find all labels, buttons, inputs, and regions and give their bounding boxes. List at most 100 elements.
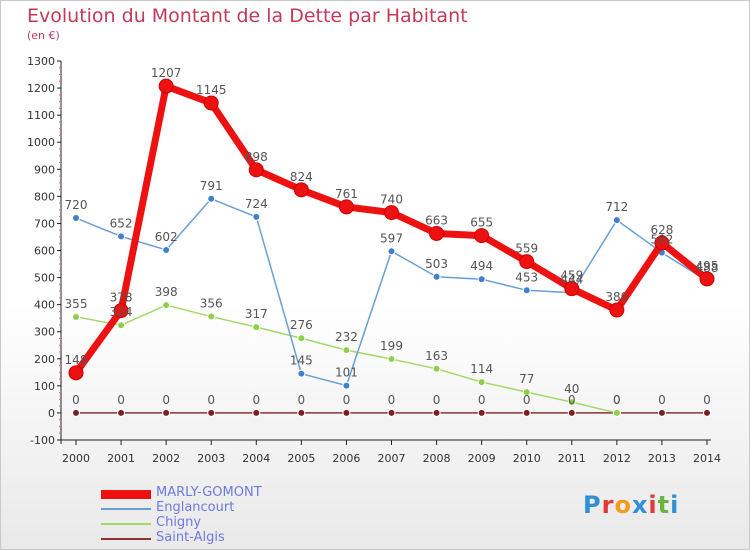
- data-label-englancourt: 791: [200, 179, 223, 193]
- legend-label: Englancourt: [156, 500, 235, 515]
- data-label-marly-gomont: 824: [290, 170, 313, 184]
- data-point-marly-gomont: [429, 225, 445, 241]
- data-label-englancourt: 101: [335, 366, 358, 380]
- x-tick-label: 2005: [287, 452, 315, 465]
- y-tick-label: 0: [48, 407, 55, 420]
- data-label-englancourt: 145: [290, 354, 313, 368]
- data-point-marly-gomont: [474, 228, 490, 244]
- data-point-saint-algis: [72, 408, 80, 417]
- data-point-marly-gomont: [293, 182, 309, 198]
- x-tick-label: 2000: [62, 452, 90, 465]
- data-point-saint-algis: [117, 408, 126, 417]
- data-point-chigny: [252, 323, 261, 332]
- data-label-englancourt: 597: [380, 231, 403, 245]
- legend-swatch: [101, 538, 151, 540]
- data-point-chigny: [207, 312, 216, 321]
- data-point-saint-algis: [567, 408, 576, 417]
- data-label-chigny: 355: [65, 297, 88, 311]
- x-tick-label: 2001: [107, 452, 135, 465]
- data-label-englancourt: 488: [696, 261, 719, 275]
- data-label-chigny: 398: [155, 285, 178, 299]
- logo-letter: o: [614, 491, 632, 519]
- y-tick-label: 1000: [27, 136, 55, 149]
- data-label-saint-algis: 0: [523, 393, 531, 407]
- x-tick-label: 2009: [468, 452, 496, 465]
- data-point-chigny: [72, 312, 80, 321]
- data-label-saint-algis: 0: [433, 393, 441, 407]
- data-point-englancourt: [477, 275, 486, 284]
- data-label-saint-algis: 0: [613, 393, 621, 407]
- x-tick-label: 2010: [513, 452, 541, 465]
- data-point-englancourt: [387, 247, 396, 256]
- data-point-marly-gomont: [248, 162, 264, 178]
- data-label-marly-gomont: 898: [245, 150, 268, 164]
- data-point-saint-algis: [432, 408, 441, 417]
- x-tick-label: 2008: [423, 452, 451, 465]
- data-point-marly-gomont: [203, 95, 219, 111]
- data-label-saint-algis: 0: [298, 393, 306, 407]
- y-tick-label: 800: [34, 190, 55, 203]
- x-tick-label: 2007: [378, 452, 406, 465]
- y-tick-label: 400: [34, 299, 55, 312]
- data-label-marly-gomont: 761: [335, 187, 358, 201]
- data-point-englancourt: [432, 272, 441, 281]
- data-label-marly-gomont: 380: [605, 290, 628, 304]
- data-point-englancourt: [207, 194, 216, 203]
- chart-subtitle: (en €): [27, 29, 60, 42]
- data-point-chigny: [162, 301, 171, 310]
- data-point-englancourt: [72, 214, 80, 223]
- x-tick-label: 2004: [242, 452, 270, 465]
- data-label-englancourt: 720: [65, 198, 88, 212]
- data-label-marly-gomont: 495: [696, 259, 719, 273]
- data-point-englancourt: [612, 216, 621, 225]
- y-tick-label: 200: [34, 353, 55, 366]
- data-label-chigny: 317: [245, 307, 268, 321]
- data-label-chigny: 114: [470, 362, 493, 376]
- data-point-chigny: [477, 378, 486, 387]
- data-label-saint-algis: 0: [343, 393, 351, 407]
- data-point-saint-algis: [297, 408, 306, 417]
- data-point-englancourt: [297, 369, 306, 378]
- data-label-saint-algis: 0: [162, 393, 170, 407]
- legend-label: Saint-Algis: [156, 530, 225, 545]
- data-label-chigny: 40: [564, 382, 579, 396]
- y-tick-label: 1300: [27, 55, 55, 68]
- data-point-chigny: [297, 334, 306, 343]
- x-tick-label: 2011: [558, 452, 586, 465]
- data-point-marly-gomont: [113, 303, 129, 319]
- logo-letter: x: [631, 491, 649, 519]
- legend-label: Chigny: [156, 515, 202, 530]
- y-tick-label: -100: [30, 434, 55, 447]
- y-tick-label: 900: [34, 163, 55, 176]
- data-point-saint-algis: [477, 408, 486, 417]
- data-label-chigny: 276: [290, 318, 313, 332]
- data-label-englancourt: 444: [560, 273, 583, 287]
- data-point-chigny: [387, 355, 396, 364]
- data-point-englancourt: [252, 212, 261, 221]
- logo-letter: i: [648, 491, 658, 519]
- data-point-englancourt: [342, 381, 351, 390]
- data-label-marly-gomont: 148: [65, 353, 88, 367]
- data-label-englancourt: 724: [245, 197, 268, 211]
- x-tick-label: 2013: [648, 452, 676, 465]
- data-point-saint-algis: [657, 408, 666, 417]
- data-label-marly-gomont: 740: [380, 193, 403, 207]
- y-tick-label: 1200: [27, 82, 55, 95]
- data-point-saint-algis: [207, 408, 216, 417]
- data-label-saint-algis: 0: [568, 393, 576, 407]
- y-tick-label: 300: [34, 326, 55, 339]
- data-label-englancourt: 453: [515, 270, 538, 284]
- data-point-marly-gomont: [338, 199, 354, 215]
- legend-swatch: [101, 523, 151, 525]
- legend-label: MARLY-GOMONT: [156, 485, 262, 500]
- y-tick-label: 100: [34, 380, 55, 393]
- data-label-englancourt: 652: [110, 216, 133, 230]
- logo-letter: P: [583, 491, 602, 519]
- data-label-chigny: 163: [425, 349, 448, 363]
- data-label-saint-algis: 0: [703, 393, 711, 407]
- legend-swatch: [101, 489, 151, 499]
- data-point-englancourt: [162, 245, 171, 254]
- data-label-chigny: 232: [335, 330, 358, 344]
